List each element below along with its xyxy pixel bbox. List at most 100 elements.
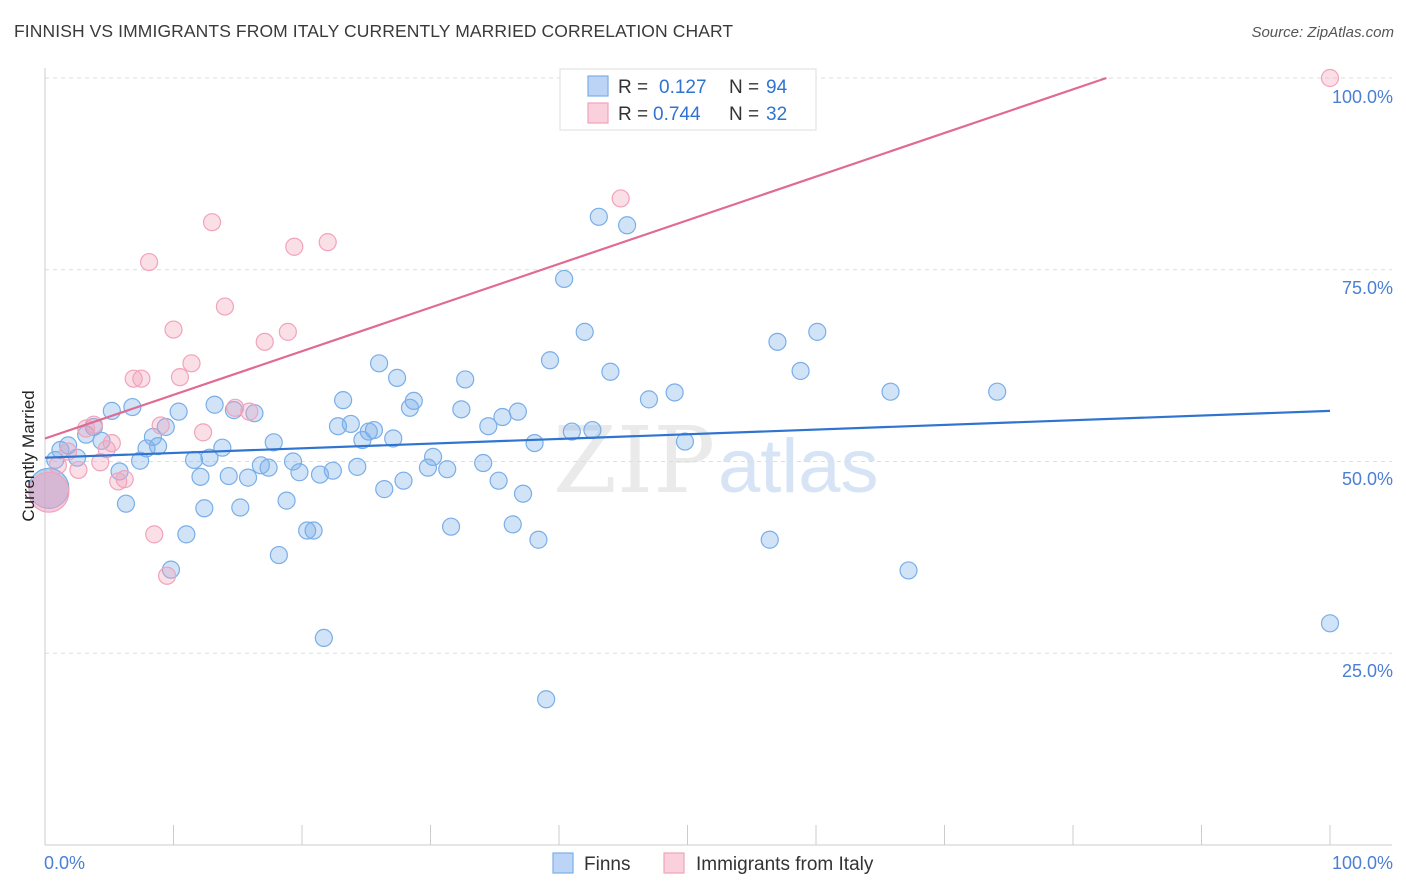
- italy-point: [318, 233, 337, 252]
- finns-point: [665, 383, 684, 402]
- italy-point: [139, 252, 159, 272]
- finns-point: [116, 494, 136, 513]
- legend-italy-n-value: 32: [766, 104, 787, 125]
- x-axis-ticks: [44, 825, 1331, 845]
- finns-point: [1320, 614, 1340, 633]
- finns-point: [200, 448, 219, 467]
- finns-point: [438, 460, 457, 479]
- italy-point: [132, 369, 151, 388]
- legend-finns-r-value: 0.127: [659, 77, 707, 98]
- legend-italy-n-label: N =: [729, 104, 759, 125]
- finns-point: [148, 437, 168, 456]
- finns-point: [404, 391, 423, 411]
- finns-point: [441, 517, 461, 536]
- finns-point: [238, 468, 258, 487]
- y-tick-label-75: 75.0%: [1342, 278, 1393, 298]
- finns-point: [387, 368, 407, 387]
- legend-box: R = 0.127 N = 94 R = 0.744 N = 32: [559, 68, 817, 131]
- finns-point: [452, 400, 471, 419]
- legend-swatch-finns: [587, 75, 609, 97]
- finns-point: [298, 521, 317, 540]
- finns-point: [283, 452, 303, 471]
- finns-point: [529, 530, 548, 549]
- italy-point: [226, 398, 245, 417]
- italy-point: [157, 566, 177, 585]
- watermark: ZIP atlas: [553, 407, 879, 514]
- finns-point: [177, 525, 196, 544]
- finns-point: [503, 515, 522, 534]
- finns-point: [195, 499, 214, 518]
- finns-point: [513, 484, 533, 503]
- watermark-zip: ZIP: [553, 407, 715, 514]
- bottom-legend-finns: Finns: [584, 854, 630, 875]
- italy-point: [1320, 68, 1340, 88]
- finns-point: [137, 439, 156, 458]
- series-italy-points: [28, 68, 1340, 585]
- bottom-legend-swatch-finns: [552, 852, 574, 874]
- finns-point: [555, 269, 574, 289]
- finns-point: [259, 458, 278, 477]
- series-finns-points: [28, 207, 1340, 709]
- legend-finns-n-value: 94: [766, 77, 788, 98]
- finns-point: [304, 521, 323, 540]
- legend-italy-r-value: 0.744: [653, 104, 701, 125]
- italy-point: [102, 433, 121, 453]
- finns-point: [213, 438, 232, 457]
- finns-point: [191, 467, 210, 486]
- finns-point: [601, 362, 620, 381]
- finns-point: [264, 433, 283, 452]
- finns-point: [456, 370, 475, 389]
- italy-point: [170, 368, 190, 387]
- finns-point: [323, 461, 342, 480]
- finns-point: [394, 471, 413, 490]
- finns-point: [768, 332, 787, 351]
- finns-point: [881, 382, 900, 401]
- finns-point: [537, 690, 556, 709]
- finns-point: [562, 422, 581, 441]
- finns-point: [525, 433, 544, 453]
- y-tick-label-50: 50.0%: [1342, 469, 1393, 489]
- finns-point: [418, 458, 438, 477]
- italy-point: [285, 237, 304, 256]
- y-tick-label-25: 25.0%: [1342, 661, 1393, 681]
- finns-point: [59, 436, 78, 455]
- italy-point: [124, 369, 143, 388]
- finns-point: [575, 322, 594, 341]
- finns-point: [169, 402, 188, 421]
- italy-point: [145, 525, 164, 544]
- italy-point: [69, 460, 88, 480]
- finns-point: [341, 414, 360, 434]
- italy-point: [278, 322, 297, 341]
- italy-point: [193, 423, 213, 442]
- finns-point: [760, 530, 779, 549]
- finns-point: [675, 432, 695, 451]
- finns-point: [899, 561, 918, 580]
- y-tick-label-100: 100.0%: [1332, 87, 1393, 107]
- finns-point: [474, 453, 493, 473]
- italy-point: [255, 332, 274, 351]
- finns-point: [808, 322, 827, 341]
- italy-point: [115, 470, 134, 489]
- finns-point: [639, 390, 659, 409]
- finns-point: [540, 351, 560, 370]
- finns-point: [583, 420, 602, 440]
- x-tick-label-max: 100.0%: [1332, 853, 1393, 873]
- italy-point: [215, 297, 234, 316]
- finns-point: [290, 463, 309, 482]
- finns-point: [205, 395, 224, 414]
- italy-point: [611, 189, 630, 208]
- finns-point: [489, 471, 508, 490]
- bottom-legend-swatch-italy: [663, 852, 685, 874]
- y-axis-label: Currently Married: [19, 390, 38, 521]
- legend-swatch-italy: [587, 102, 609, 124]
- finns-point: [370, 354, 389, 373]
- finns-point: [384, 429, 403, 448]
- finns-point: [277, 491, 296, 510]
- finns-point: [219, 466, 238, 486]
- finns-point: [618, 216, 637, 235]
- finns-point: [508, 402, 527, 421]
- finns-point: [988, 382, 1007, 401]
- finns-point: [314, 628, 333, 648]
- legend-finns-n-label: N =: [729, 77, 759, 98]
- finns-point: [479, 417, 498, 436]
